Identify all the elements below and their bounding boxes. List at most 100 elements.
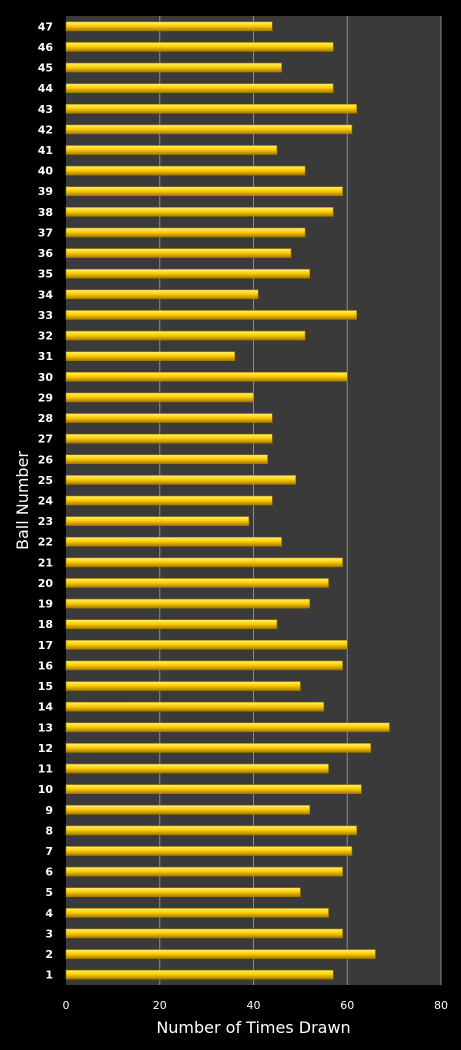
bar-ball-16 bbox=[65, 660, 343, 671]
y-tick-label: 7 bbox=[45, 845, 53, 858]
bar-ball-17 bbox=[65, 640, 348, 650]
bar-ball-7 bbox=[65, 846, 353, 856]
y-tick-label: 3 bbox=[45, 927, 53, 940]
y-tick-label: 18 bbox=[38, 618, 53, 631]
bar-ball-10 bbox=[65, 784, 362, 794]
bar-ball-37 bbox=[65, 227, 306, 238]
bar-ball-12 bbox=[65, 743, 371, 753]
bar-ball-3 bbox=[65, 928, 343, 939]
bar-ball-22 bbox=[65, 536, 282, 547]
y-tick-label: 35 bbox=[38, 268, 53, 281]
bar-ball-4 bbox=[65, 908, 329, 918]
y-tick-label: 12 bbox=[38, 742, 53, 755]
y-tick-label: 13 bbox=[38, 721, 53, 734]
x-tick-label: 80 bbox=[434, 999, 448, 1012]
y-tick-label: 33 bbox=[38, 309, 53, 322]
bar-ball-29 bbox=[65, 392, 254, 403]
bar-ball-8 bbox=[65, 825, 357, 836]
y-tick-label: 16 bbox=[38, 659, 54, 672]
y-tick-label: 32 bbox=[38, 330, 53, 343]
y-tick-label: 25 bbox=[38, 474, 53, 487]
y-tick-label: 22 bbox=[38, 536, 53, 549]
bar-ball-5 bbox=[65, 887, 301, 898]
bar-ball-46 bbox=[65, 42, 334, 52]
bar-ball-15 bbox=[65, 681, 301, 691]
bar-ball-1 bbox=[65, 969, 334, 980]
y-tick-label: 17 bbox=[38, 639, 53, 652]
bar-ball-36 bbox=[65, 248, 292, 258]
bars bbox=[65, 21, 390, 980]
x-tick-label: 60 bbox=[340, 999, 354, 1012]
y-axis-title: Ball Number bbox=[13, 451, 32, 550]
x-tick-label: 0 bbox=[63, 999, 70, 1012]
x-tick-label: 40 bbox=[247, 999, 261, 1012]
bar-ball-6 bbox=[65, 866, 343, 877]
y-tick-label: 26 bbox=[38, 453, 54, 466]
bar-ball-26 bbox=[65, 454, 268, 465]
x-axis-title: Number of Times Drawn bbox=[156, 1018, 350, 1037]
bar-ball-43 bbox=[65, 103, 357, 114]
bar-ball-18 bbox=[65, 619, 278, 630]
bar-ball-27 bbox=[65, 433, 273, 444]
y-tick-label: 37 bbox=[38, 226, 53, 239]
y-tick-label: 21 bbox=[38, 556, 53, 569]
bar-ball-39 bbox=[65, 186, 343, 197]
y-tick-label: 29 bbox=[38, 391, 53, 404]
y-tick-label: 9 bbox=[45, 804, 53, 817]
bar-ball-19 bbox=[65, 598, 311, 609]
bar-ball-14 bbox=[65, 701, 325, 712]
bar-ball-11 bbox=[65, 763, 329, 774]
y-tick-label: 5 bbox=[45, 886, 53, 899]
bar-ball-35 bbox=[65, 268, 311, 279]
y-tick-label: 46 bbox=[38, 41, 54, 54]
y-tick-label: 24 bbox=[38, 495, 54, 508]
y-tick-label: 14 bbox=[38, 701, 54, 714]
bar-ball-45 bbox=[65, 62, 282, 73]
y-tick-label: 45 bbox=[38, 62, 53, 75]
x-tick-labels: 0 20 40 60 80 bbox=[63, 999, 449, 1012]
bar-ball-41 bbox=[65, 145, 278, 155]
bar-ball-40 bbox=[65, 165, 306, 176]
bar-ball-9 bbox=[65, 804, 311, 815]
y-tick-label: 30 bbox=[38, 371, 54, 384]
y-tick-label: 19 bbox=[38, 598, 53, 611]
y-tick-label: 27 bbox=[38, 433, 53, 446]
bar-ball-20 bbox=[65, 578, 329, 588]
y-tick-label: 39 bbox=[38, 185, 53, 198]
y-tick-label: 38 bbox=[38, 206, 53, 219]
y-tick-label: 43 bbox=[38, 103, 53, 116]
y-tick-label: 15 bbox=[38, 680, 53, 693]
bar-ball-31 bbox=[65, 351, 236, 361]
y-tick-label: 28 bbox=[38, 412, 53, 425]
y-tick-label: 20 bbox=[38, 577, 54, 590]
bar-ball-23 bbox=[65, 516, 250, 526]
bar-ball-13 bbox=[65, 722, 390, 733]
bar-ball-33 bbox=[65, 310, 357, 320]
y-tick-labels: 1234567891011121314151617181920212223242… bbox=[38, 20, 54, 981]
y-tick-label: 23 bbox=[38, 515, 53, 528]
bar-ball-25 bbox=[65, 475, 296, 485]
y-tick-label: 4 bbox=[45, 907, 53, 920]
bar-ball-34 bbox=[65, 289, 259, 300]
y-tick-label: 47 bbox=[38, 20, 53, 33]
bar-ball-42 bbox=[65, 124, 353, 135]
bar-ball-30 bbox=[65, 371, 348, 382]
y-tick-label: 44 bbox=[38, 82, 54, 95]
bar-ball-21 bbox=[65, 557, 343, 568]
y-tick-label: 6 bbox=[45, 866, 53, 879]
y-tick-label: 34 bbox=[38, 288, 54, 301]
bar-ball-44 bbox=[65, 83, 334, 93]
y-tick-label: 31 bbox=[38, 350, 53, 363]
y-tick-label: 40 bbox=[38, 165, 54, 178]
y-tick-label: 11 bbox=[38, 763, 53, 776]
y-tick-label: 41 bbox=[38, 144, 53, 157]
bar-ball-2 bbox=[65, 949, 376, 959]
y-tick-label: 8 bbox=[45, 824, 53, 837]
x-tick-label: 20 bbox=[153, 999, 167, 1012]
y-tick-label: 10 bbox=[38, 783, 54, 796]
y-tick-label: 42 bbox=[38, 123, 53, 136]
bar-ball-38 bbox=[65, 207, 334, 217]
y-tick-label: 2 bbox=[45, 948, 53, 961]
bar-ball-28 bbox=[65, 413, 273, 423]
